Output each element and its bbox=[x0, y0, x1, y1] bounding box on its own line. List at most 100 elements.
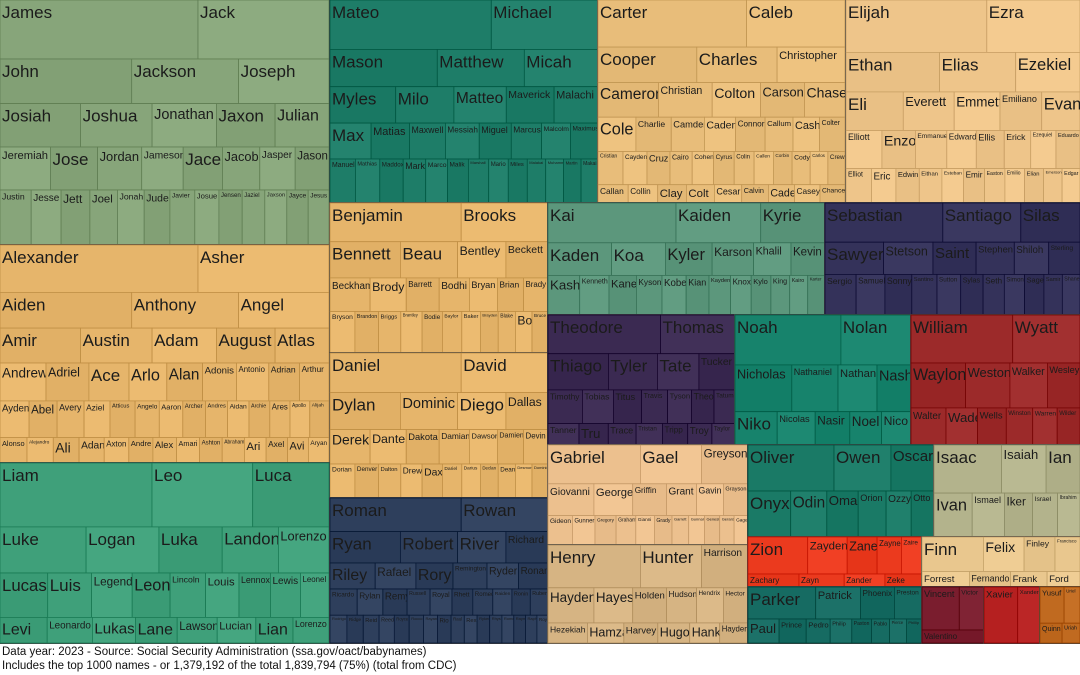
treemap-cell-august bbox=[216, 327, 276, 364]
treemap-label-atlas: Atlas bbox=[277, 331, 315, 350]
treemap-label-isaac: Isaac bbox=[936, 448, 977, 467]
treemap-label-lian: Lian bbox=[258, 621, 288, 638]
treemap-label-bennett: Bennett bbox=[332, 245, 391, 264]
treemap-group-elijah: Elijah Ezra Ethan Elias Ezekiel Eli Everett Emm… bbox=[845, 0, 1080, 204]
treemap-label-troy: Troy bbox=[690, 426, 709, 437]
treemap-label-noel: Noel bbox=[852, 414, 880, 429]
treemap-cell-gael bbox=[640, 444, 703, 485]
treemap-cell-brayden bbox=[479, 311, 499, 354]
treemap-label-mateo: Mateo bbox=[332, 3, 379, 22]
treemap-label-apollo: Apollo bbox=[292, 403, 306, 409]
treemap-label-enzo: Enzo bbox=[884, 134, 916, 150]
treemap-cell-william bbox=[910, 314, 1014, 364]
treemap-label-adam: Adam bbox=[154, 331, 198, 350]
treemap-label-genesis: Genesis bbox=[707, 517, 722, 522]
treemap-label-hugo: Hugo bbox=[660, 625, 690, 639]
treemap-label-leonardo: Leonardo bbox=[49, 620, 91, 631]
treemap-label-alan: Alan bbox=[169, 366, 200, 383]
treemap-cell-austin bbox=[80, 327, 153, 364]
treemap-label-brantley: Brantley bbox=[403, 313, 419, 318]
treemap-label-elliot: Elliot bbox=[848, 172, 863, 179]
treemap-label-israel: Israel bbox=[1035, 496, 1052, 503]
treemap-cell-gideon bbox=[547, 515, 573, 546]
treemap-label-harrison: Harrison bbox=[704, 548, 743, 559]
treemap-cell-cole bbox=[597, 116, 637, 152]
treemap-label-gerardo: Gerardo bbox=[722, 517, 737, 522]
treemap-label-corbin: Corbin bbox=[775, 153, 789, 158]
treemap-cell-connor bbox=[735, 116, 766, 152]
treemap-label-malcolm: Malcolm bbox=[544, 126, 570, 133]
treemap-label-ace: Ace bbox=[91, 366, 120, 385]
treemap-group-vincent: Vincent Victor Valentino bbox=[921, 586, 985, 644]
treemap-label-rory: Rory bbox=[418, 567, 452, 584]
treemap-label-dylan: Dylan bbox=[332, 396, 375, 415]
treemap-label-ozzy: Ozzy bbox=[888, 494, 912, 505]
treemap-label-caden: Caden bbox=[706, 120, 737, 132]
treemap-label-cash: Cash bbox=[795, 120, 820, 132]
treemap-label-tristan: Tristan bbox=[638, 426, 657, 433]
treemap-cell-henry bbox=[547, 544, 641, 589]
treemap-label-elijah: Elijah bbox=[848, 3, 890, 22]
treemap-label-stephen: Stephen bbox=[978, 244, 1013, 255]
treemap-cell-charlie bbox=[635, 116, 672, 152]
treemap-cell-asher bbox=[197, 244, 330, 293]
treemap-label-xander: Xander bbox=[1020, 590, 1039, 596]
treemap-label-jameson: Jameson bbox=[144, 150, 186, 161]
treemap-label-gunnar: Gunnar bbox=[691, 517, 705, 522]
treemap-cell-camden bbox=[670, 116, 705, 152]
treemap-label-adrian: Adrian bbox=[271, 365, 296, 375]
treemap-label-phoenix: Phoenix bbox=[863, 589, 893, 598]
treemap-label-bo: Bo bbox=[517, 314, 532, 328]
treemap-label-drew: Drew bbox=[403, 465, 423, 475]
treemap-label-uriel: Uriel bbox=[1066, 589, 1075, 594]
treemap-cell-hudson bbox=[666, 587, 697, 624]
treemap-cell-holden bbox=[632, 587, 667, 624]
treemap-label-gavin: Gavin bbox=[699, 486, 722, 496]
treemap-label-vincent: Vincent bbox=[924, 589, 955, 599]
treemap-label-jack: Jack bbox=[200, 3, 235, 22]
treemap-cell-elias bbox=[939, 52, 1016, 93]
treemap-cell-tate bbox=[657, 353, 700, 391]
treemap-label-odin: Odin bbox=[793, 495, 826, 512]
treemap-cell-george bbox=[593, 483, 634, 516]
treemap-cell-kevin bbox=[790, 242, 826, 276]
treemap-cell-jeremiah bbox=[0, 146, 51, 191]
treemap-cell-griffin bbox=[632, 483, 667, 516]
treemap-cell-lincoln bbox=[169, 572, 207, 618]
treemap-cell-tyson bbox=[667, 389, 692, 424]
treemap-label-raphael: Raphael bbox=[528, 616, 543, 621]
treemap-label-orion: Orion bbox=[860, 493, 882, 503]
treemap-label-baylor: Baylor bbox=[444, 314, 458, 320]
treemap-label-matias: Matias bbox=[373, 126, 406, 138]
treemap-label-axton: Axton bbox=[106, 439, 126, 448]
treemap-label-nash: Nash bbox=[879, 368, 913, 384]
treemap-cell-colter bbox=[819, 116, 846, 152]
treemap-label-cayden: Cayden bbox=[625, 154, 647, 161]
treemap-cell-brantley bbox=[400, 311, 423, 354]
treemap-cell-ethan bbox=[845, 52, 940, 93]
treemap-label-jeremiah: Jeremiah bbox=[2, 150, 48, 162]
treemap-label-jude: Jude bbox=[146, 193, 169, 204]
treemap-cell-onyx bbox=[747, 490, 792, 538]
treemap-label-elias: Elias bbox=[942, 55, 979, 74]
treemap-cell-jett bbox=[60, 189, 91, 246]
treemap-label-zane: Zane bbox=[849, 540, 878, 554]
treemap-cell-alexander bbox=[0, 244, 199, 293]
treemap-label-ivan: Ivan bbox=[936, 497, 967, 515]
treemap-label-cristian: Cristian bbox=[600, 154, 617, 160]
treemap-label-jayce: Jayce bbox=[289, 193, 307, 200]
treemap-cell-levi bbox=[0, 617, 48, 644]
treemap-cell-beckham bbox=[329, 277, 371, 312]
treemap-label-bryson: Bryson bbox=[332, 314, 353, 321]
treemap-label-atticus: Atticus bbox=[112, 404, 129, 410]
treemap-label-zayn: Zayn bbox=[801, 576, 819, 585]
treemap-label-archer: Archer bbox=[185, 404, 203, 410]
treemap-cell-walter bbox=[910, 407, 947, 446]
treemap-label-river: River bbox=[460, 535, 500, 554]
treemap-cell-timothy bbox=[547, 389, 583, 424]
treemap-cell-roman bbox=[329, 497, 462, 532]
treemap-label-aiden: Aiden bbox=[2, 295, 45, 314]
treemap-cell-cristian bbox=[597, 151, 624, 186]
treemap-label-nathan: Nathan bbox=[840, 368, 876, 380]
treemap-group-mateo: Mateo Michael Mason Matthew Micah Myles Milo Ma… bbox=[329, 0, 599, 204]
